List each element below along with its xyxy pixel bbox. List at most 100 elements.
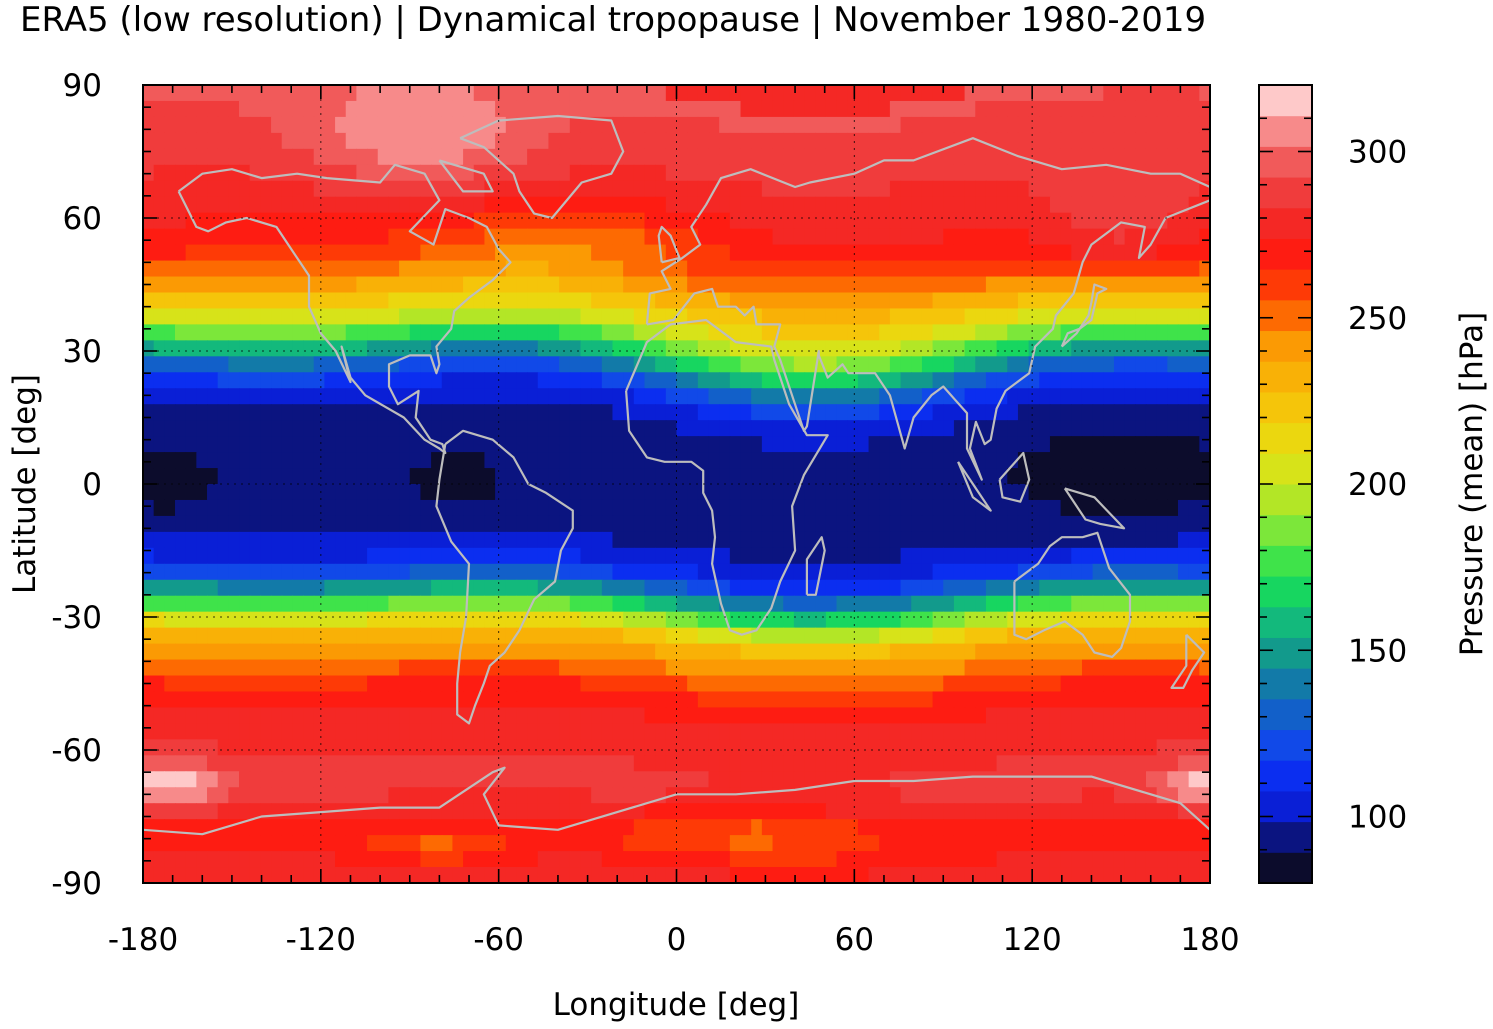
heatmap-cell: [260, 499, 272, 517]
heatmap-cell: [217, 627, 229, 645]
heatmap-cell: [836, 691, 848, 709]
heatmap-cell: [367, 452, 379, 469]
heatmap-cell: [740, 707, 752, 724]
heatmap-cell: [687, 85, 699, 102]
heatmap-cell: [260, 723, 272, 740]
heatmap-cell: [281, 340, 293, 357]
heatmap-cell: [569, 723, 582, 740]
heatmap-cell: [815, 484, 827, 501]
heatmap-cell: [772, 755, 784, 772]
heatmap-cell: [228, 468, 240, 485]
heatmap-cell: [964, 308, 976, 325]
heatmap-cell: [1081, 468, 1094, 485]
heatmap-cell: [1007, 611, 1019, 629]
heatmap-cell: [420, 436, 432, 453]
heatmap-cell: [761, 452, 774, 469]
heatmap-cell: [719, 851, 731, 868]
heatmap-cell: [900, 468, 912, 485]
heatmap-cell: [1188, 340, 1200, 357]
heatmap-cell: [228, 835, 240, 852]
heatmap-cell: [324, 595, 336, 613]
heatmap-cell: [356, 436, 368, 453]
heatmap-cell: [345, 547, 357, 565]
heatmap-cell: [985, 723, 998, 740]
heatmap-cell: [975, 707, 987, 724]
heatmap-cell: [996, 212, 1008, 230]
heatmap-cell: [623, 835, 635, 852]
heatmap-cell: [1113, 212, 1126, 230]
heatmap-cell: [900, 484, 912, 501]
heatmap-cell: [260, 196, 272, 214]
heatmap-cell: [313, 819, 325, 836]
heatmap-cell: [1039, 851, 1051, 868]
heatmap-cell: [655, 436, 667, 453]
heatmap-cell: [153, 100, 165, 118]
heatmap-cell: [644, 563, 656, 581]
heatmap-cell: [1071, 436, 1083, 453]
heatmap-cell: [665, 755, 678, 772]
heatmap-cell: [793, 723, 806, 740]
heatmap-cell: [164, 547, 176, 565]
heatmap-cell: [825, 244, 838, 262]
heatmap-cell: [1156, 212, 1168, 230]
heatmap-cell: [740, 803, 752, 820]
heatmap-cell: [953, 85, 966, 102]
heatmap-cell: [1177, 643, 1190, 661]
heatmap-cell: [559, 116, 571, 134]
heatmap-cell: [751, 196, 763, 214]
heatmap-cell: [1145, 372, 1158, 389]
heatmap-cell: [911, 276, 923, 294]
heatmap-cell: [644, 659, 656, 677]
heatmap-cell: [399, 579, 411, 597]
heatmap-cell: [1092, 643, 1104, 661]
heatmap-cell: [1145, 212, 1158, 230]
heatmap-cell: [239, 835, 251, 852]
heatmap-cell: [463, 196, 475, 214]
heatmap-cell: [313, 579, 325, 597]
heatmap-cell: [879, 292, 891, 310]
heatmap-cell: [644, 196, 656, 214]
heatmap-cell: [463, 340, 475, 357]
heatmap-cell: [207, 563, 219, 581]
heatmap-cell: [548, 723, 560, 740]
heatmap-cell: [324, 627, 336, 645]
heatmap-cell: [783, 340, 795, 357]
heatmap-cell: [900, 563, 912, 581]
heatmap-cell: [847, 675, 859, 693]
heatmap-cell: [356, 356, 368, 373]
heatmap-cell: [1156, 659, 1168, 677]
heatmap-cell: [1199, 404, 1210, 421]
heatmap-cell: [985, 85, 998, 102]
heatmap-cell: [484, 867, 496, 883]
heatmap-cell: [687, 324, 699, 341]
heatmap-cell: [1210, 660, 1221, 677]
heatmap-cell: [207, 228, 219, 246]
heatmap-cell: [388, 484, 400, 501]
heatmap-cell: [207, 723, 219, 740]
heatmap-cell: [687, 755, 699, 772]
heatmap-cell: [943, 452, 955, 469]
heatmap-cell: [580, 675, 592, 693]
heatmap-cell: [985, 276, 998, 294]
heatmap-cell: [1081, 563, 1094, 581]
heatmap-cell: [441, 85, 454, 102]
heatmap-cell: [196, 659, 208, 677]
heatmap-cell: [964, 515, 976, 533]
heatmap-cell: [569, 436, 582, 453]
heatmap-cell: [356, 276, 368, 294]
heatmap-cell: [505, 643, 518, 661]
heatmap-cell: [932, 627, 944, 645]
heatmap-cell: [783, 244, 795, 262]
heatmap-cell: [633, 148, 646, 166]
heatmap-cell: [1199, 468, 1210, 485]
heatmap-cell: [655, 356, 667, 373]
heatmap-cell: [836, 180, 848, 198]
heatmap-cell: [495, 771, 507, 788]
heatmap-cell: [1210, 803, 1221, 820]
heatmap-cell: [623, 100, 635, 118]
heatmap-cell: [953, 100, 966, 118]
heatmap-cell: [953, 148, 966, 166]
heatmap-cell: [943, 100, 955, 118]
heatmap-cell: [569, 116, 582, 134]
heatmap-cell: [708, 755, 720, 772]
